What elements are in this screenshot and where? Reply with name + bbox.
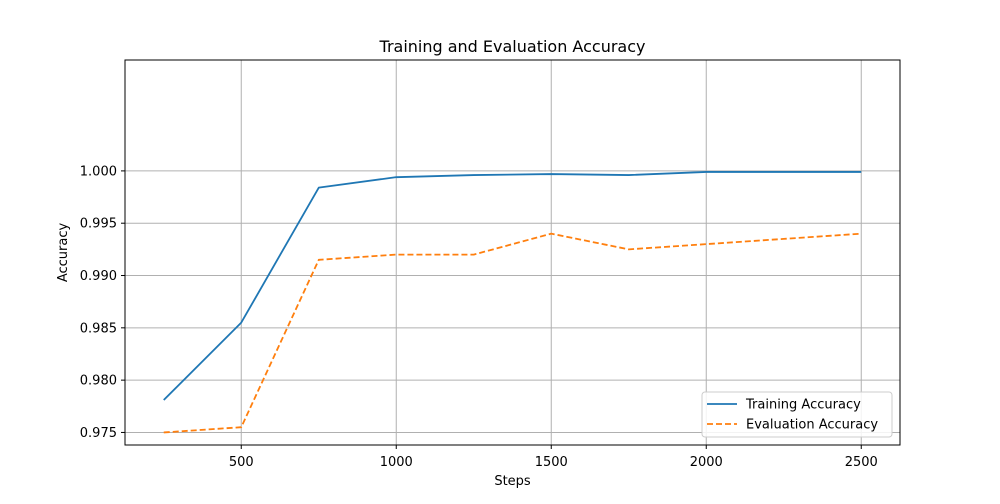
legend-box: [701, 391, 893, 438]
plot-frame: [124, 59, 901, 446]
legend: Training Accuracy Evaluation Accuracy: [701, 391, 893, 438]
y-tick-label: 0.995: [80, 217, 117, 232]
y-tick-label: 0.975: [80, 426, 117, 441]
axis-ticks: 500 1000 1500 2000 2500 0.975 0.980 0.985 0.990 0…: [80, 164, 878, 470]
series-lines: [163, 171, 862, 434]
legend-label: Evaluation Accuracy: [746, 418, 878, 433]
y-axis-label: Accuracy: [56, 223, 71, 283]
x-tick-label: 2000: [690, 455, 723, 470]
x-tick-label: 500: [229, 455, 254, 470]
x-tick-label: 1000: [380, 455, 413, 470]
series-line-evaluation-accuracy: [163, 232, 862, 434]
x-axis-label: Steps: [494, 474, 531, 489]
grid-lines: [125, 60, 900, 445]
legend-label: Training Accuracy: [745, 398, 861, 413]
y-tick-label: 0.980: [80, 374, 117, 389]
series-line-training-accuracy: [163, 171, 862, 401]
y-tick-label: 0.990: [80, 269, 117, 284]
x-tick-label: 2500: [845, 455, 878, 470]
y-tick-label: 1.000: [80, 164, 117, 179]
chart-title: Training and Evaluation Accuracy: [379, 37, 646, 56]
x-tick-label: 1500: [535, 455, 568, 470]
y-tick-label: 0.985: [80, 321, 117, 336]
